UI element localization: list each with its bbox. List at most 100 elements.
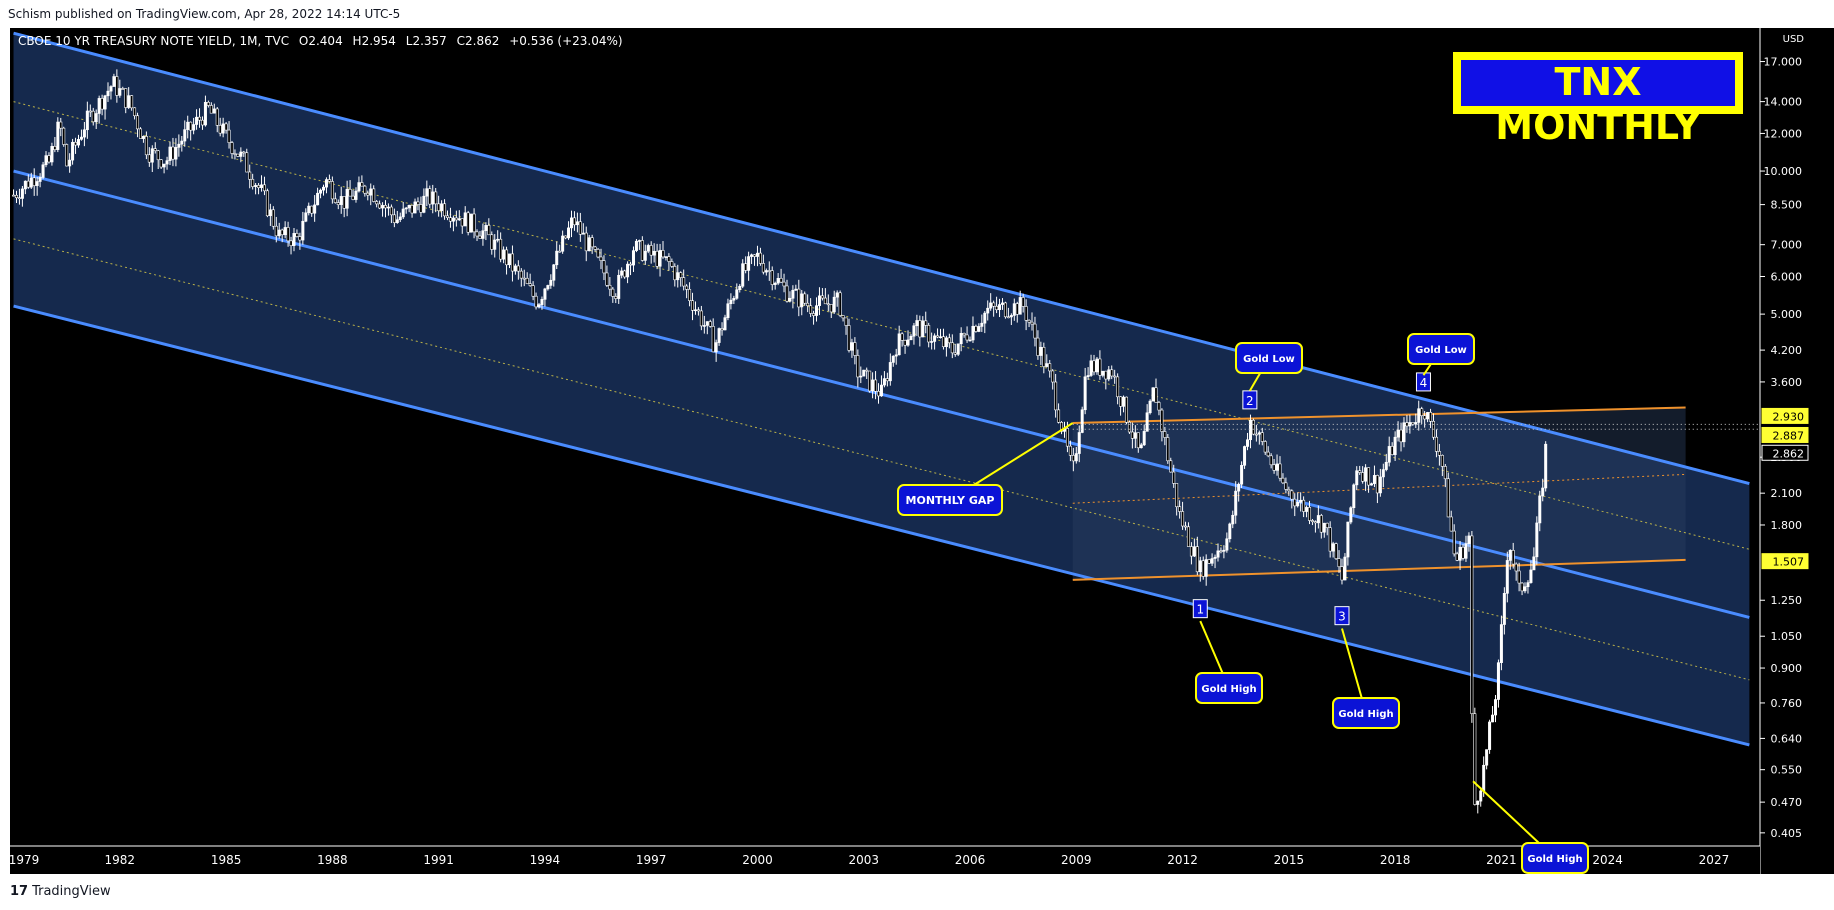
candle-body [714,342,718,353]
candle-body [1322,522,1326,533]
candle-body [578,221,582,235]
candle-body [1151,387,1155,402]
candle-body [924,320,928,326]
candle-body [239,151,243,157]
candle-body [844,317,848,326]
candle-body [292,233,296,246]
candle-body [885,378,889,382]
title-badge: TNX MONTHLY [1453,52,1743,148]
candle-body [354,190,358,200]
candle-body [549,279,553,286]
candle-body [322,186,326,191]
candle-body [888,362,892,382]
candle-body [643,250,647,261]
candle-body [956,343,960,355]
chart-area[interactable]: 17.000 14.000 12.000 10.000 8.500 7.000 6.000 5… [10,28,1834,874]
candle-body [1316,515,1320,524]
candle-body [1434,436,1438,452]
candle-body [820,295,824,299]
candle-body [685,285,689,290]
candle-body [1139,444,1143,449]
candle-body [1485,749,1489,766]
callout-box[interactable] [1235,342,1303,374]
candle-body [874,379,878,392]
callout-label: Gold Low [1415,345,1467,356]
candle-body [1479,790,1483,802]
candle-body [1399,429,1403,443]
candle-body [1378,476,1382,494]
candle-body [1243,446,1247,466]
candle-body [1443,466,1447,480]
candle-body [224,123,228,131]
candle-body [1310,520,1314,522]
candle-body [490,234,494,250]
candle-body [1246,439,1250,447]
candle-body [481,230,485,239]
price-tick-label: 12.000 [1764,127,1803,140]
candle-body [50,146,54,163]
candle-body [572,217,576,226]
candle-body [1009,315,1013,318]
time-axis[interactable] [10,846,1760,874]
callout-box[interactable] [1521,842,1589,874]
candle-body [915,320,919,327]
time-tick-label: 1991 [423,853,454,867]
callout-box[interactable] [1332,697,1400,729]
candle-body [815,305,819,316]
tradingview-brand[interactable]: 17 TradingView [10,884,111,899]
candle-body [1491,714,1495,723]
candle-body [735,289,739,299]
price-chart[interactable]: 17.000 14.000 12.000 10.000 8.500 7.000 6.000 5… [10,28,1834,874]
callout-box[interactable] [1407,333,1475,365]
candle-body [1544,443,1548,489]
candle-body [717,328,721,343]
candle-body [298,236,302,241]
candle-body [1130,431,1134,439]
candle-body [882,378,886,386]
candle-body [847,325,851,351]
candle-body [392,214,396,223]
candle-body [136,115,140,130]
candle-body [1337,558,1341,568]
symbol-legend[interactable]: CBOE 10 YR TREASURY NOTE YIELD, 1M, TVC … [18,34,623,48]
candle-body [1340,566,1344,581]
candle-body [971,325,975,341]
candle-body [487,225,491,236]
candle-body [466,212,470,233]
candle-body [1136,432,1140,449]
candle-body [265,190,269,217]
candle-body [1163,431,1167,438]
candle-body [180,140,184,145]
candle-body [702,325,706,327]
time-tick-label: 2015 [1274,853,1305,867]
candle-body [853,342,857,356]
candle-body [1493,699,1497,716]
candle-body [552,264,556,281]
candle-body [558,250,562,253]
candle-body [1119,396,1123,407]
candle-body [245,152,249,173]
candle-body [1219,550,1223,553]
candle-body [330,181,334,200]
candle-body [1458,546,1462,561]
candle-body [1015,303,1019,315]
candle-body [1257,432,1261,435]
candle-body [1077,432,1081,454]
candle-body [1511,550,1515,565]
candle-body [404,207,408,210]
candle-body [493,239,497,250]
candle-body [1325,522,1329,528]
candle-body [930,341,934,343]
candle-body [1420,408,1424,416]
candle-body [806,302,810,307]
low-value: L2.357 [405,34,447,48]
candle-body [1157,402,1161,411]
candle-body [38,177,42,182]
candle-body [82,129,86,138]
candle-body [254,185,258,187]
callout-box[interactable] [1195,672,1263,704]
callout-box[interactable] [897,484,1003,516]
candle-body [682,277,686,287]
price-tick-label: 1.250 [1771,594,1803,607]
candle-body [1024,306,1028,321]
